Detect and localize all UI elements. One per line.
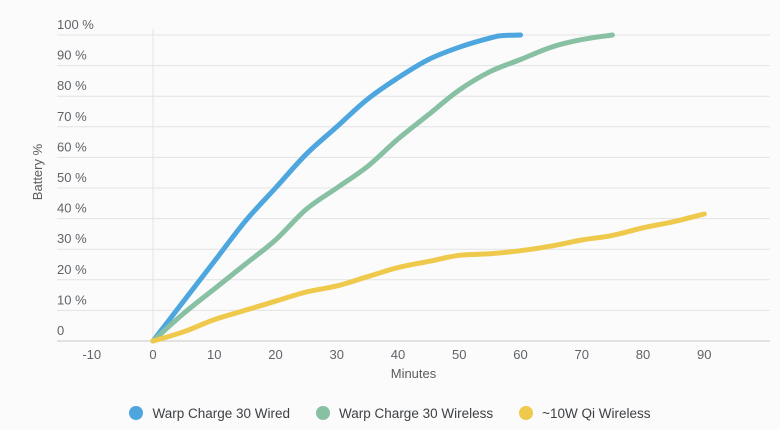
y-tick-label: 40 %	[57, 201, 87, 216]
x-tick-label: 80	[636, 347, 650, 362]
legend-label: Warp Charge 30 Wired	[152, 405, 291, 421]
legend-label: ~10W Qi Wireless	[542, 405, 651, 421]
y-tick-label: 70 %	[57, 109, 87, 124]
x-tick-label: 50	[452, 347, 466, 362]
y-tick-label: 90 %	[57, 48, 87, 63]
y-tick-label: 0	[57, 323, 64, 338]
y-axis-title: Battery %	[30, 143, 45, 200]
legend-dot-10w-qi-wireless	[519, 406, 534, 420]
x-tick-label: -10	[82, 347, 101, 362]
y-tick-label: 100 %	[57, 17, 94, 32]
legend-dot-warp-charge-30-wired	[129, 406, 144, 420]
x-axis-title: Minutes	[391, 366, 437, 381]
legend-item-warp-charge-30-wired[interactable]: Warp Charge 30 Wired	[129, 406, 290, 421]
x-tick-label: 90	[697, 347, 711, 362]
legend-item-10w-qi-wireless[interactable]: ~10W Qi Wireless	[519, 405, 651, 421]
y-tick-label: 30 %	[57, 231, 87, 246]
legend-dot-warp-charge-30-wireless	[316, 406, 331, 420]
x-tick-label: 0	[149, 347, 156, 362]
x-tick-label: 70	[575, 347, 589, 362]
y-tick-label: 80 %	[57, 78, 87, 93]
series-line-warp-charge-30-wireless	[150, 32, 615, 344]
x-tick-label: 60	[513, 347, 527, 362]
y-tick-label: 60 %	[57, 139, 87, 154]
x-tick-label: 10	[207, 347, 221, 362]
battery-chart: 0 10 % 20 % 30 % 40 % 50 % 60 % 70 % 80 % 90 % 100…	[30, 17, 770, 381]
x-tick-label: 30	[330, 347, 344, 362]
x-tick-label: 40	[391, 347, 405, 362]
x-tick-label: 20	[268, 347, 282, 362]
legend-item-warp-charge-30-wireless[interactable]: Warp Charge 30 Wireless	[316, 406, 493, 421]
y-tick-label: 50 %	[57, 170, 87, 185]
series-line-10w-qi-wireless	[150, 211, 707, 344]
series-line-warp-charge-30-wired	[150, 32, 523, 344]
legend-label: Warp Charge 30 Wireless	[339, 405, 494, 421]
y-tick-label: 10 %	[57, 292, 87, 307]
y-tick-label: 20 %	[57, 262, 87, 277]
line-chart-canvas: 010 %20 %30 %40 %50 %60 %70 %80 %90 %100…	[30, 17, 770, 381]
chart-legend: Warp Charge 30 Wired Warp Charge 30 Wirel…	[0, 399, 780, 427]
